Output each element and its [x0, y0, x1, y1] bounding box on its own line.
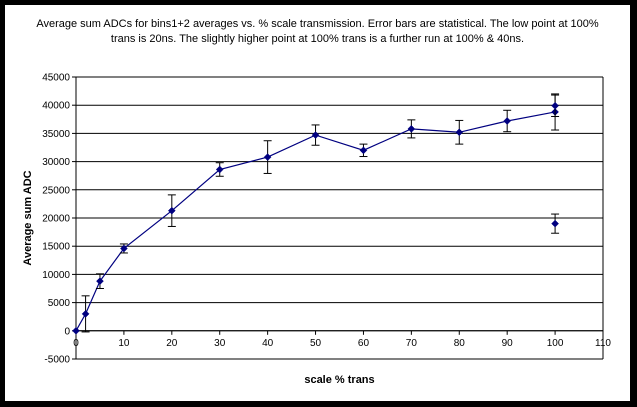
y-tick-label: 0 [64, 326, 70, 337]
x-tick-label: 90 [502, 338, 514, 349]
x-tick-label: 80 [454, 338, 466, 349]
x-tick-label: 100 [547, 338, 564, 349]
x-tick-label: 20 [166, 338, 178, 349]
y-tick-label: 5000 [48, 298, 71, 309]
x-tick-label: 60 [358, 338, 370, 349]
data-point [503, 117, 512, 125]
data-point [263, 153, 272, 161]
y-axis-title: Average sum ADC [22, 170, 34, 265]
data-point [455, 128, 464, 137]
x-tick-label: 30 [214, 338, 226, 349]
data-point [120, 244, 128, 253]
y-tick-label: 25000 [42, 185, 70, 196]
y-tick-label: 45000 [42, 73, 70, 84]
data-point [551, 101, 559, 110]
y-tick-label: 30000 [42, 157, 70, 168]
x-tick-label: 70 [406, 338, 418, 349]
x-axis-title: scale % trans [304, 374, 374, 386]
data-point [96, 277, 104, 286]
y-tick-label: 35000 [42, 129, 70, 140]
y-tick-label: 15000 [42, 242, 70, 253]
y-tick-label: 20000 [42, 214, 70, 225]
data-point [359, 146, 368, 155]
data-point [72, 326, 80, 335]
data-point [81, 310, 90, 318]
x-tick-label: 40 [262, 338, 274, 349]
x-tick-label: 0 [73, 338, 79, 349]
x-tick-label: 110 [595, 338, 611, 349]
data-point [407, 125, 416, 133]
y-tick-label: 10000 [42, 270, 70, 281]
data-point [215, 165, 224, 174]
data-point [311, 131, 320, 139]
data-point [167, 206, 176, 215]
data-point [551, 219, 559, 228]
chart-title: Average sum ADCs for bins1+2 averages vs… [36, 18, 599, 45]
x-tick-label: 10 [118, 338, 130, 349]
x-tick-label: 50 [310, 338, 322, 349]
y-tick-label: 40000 [42, 101, 70, 112]
y-tick-label: -5000 [44, 355, 70, 366]
